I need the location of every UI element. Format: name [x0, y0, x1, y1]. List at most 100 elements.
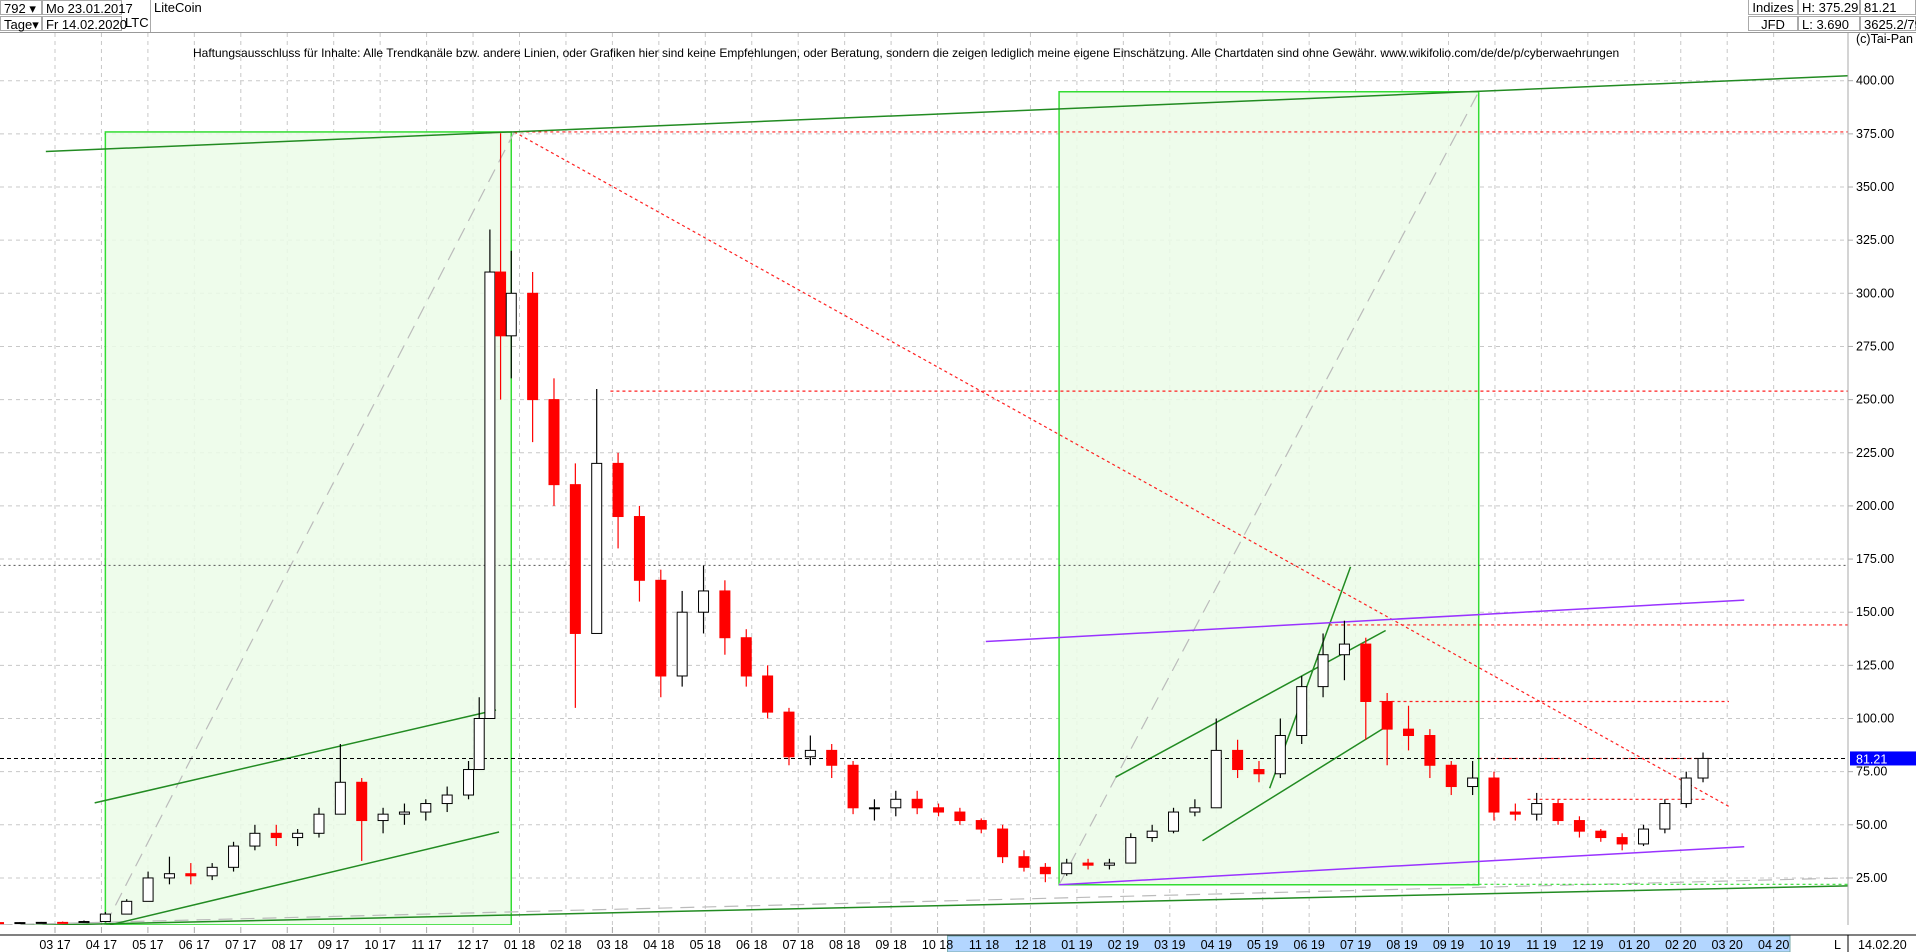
time-tick-label: 09 17 — [318, 938, 349, 952]
candle-body — [911, 798, 923, 809]
candle-body — [997, 828, 1009, 858]
candle-body — [1616, 837, 1628, 845]
candle — [1697, 752, 1709, 783]
candle-body — [420, 803, 432, 813]
time-tick-label: 12 18 — [1015, 938, 1046, 952]
candle — [1338, 620, 1350, 681]
dashed-grey-line — [104, 131, 515, 926]
candle-body — [1638, 828, 1650, 845]
chart-header: 792 ▾ Tage▾ Mo 23.01.2017 Fr 14.02.2020 … — [0, 0, 1916, 33]
candle-body — [698, 590, 710, 613]
price-axis[interactable]: 25.00 50.00 75.00 100.00 125.00 150.00 175.00 2… — [1847, 33, 1916, 925]
candle — [1146, 824, 1158, 842]
candle-body — [1403, 728, 1415, 737]
candle-body — [933, 807, 945, 813]
period-select[interactable]: Tage▾ — [0, 16, 42, 32]
candle — [997, 824, 1009, 864]
annotation-box — [104, 131, 513, 926]
start-date[interactable]: Mo 23.01.2017 — [42, 0, 133, 16]
time-tick-label: 02 20 — [1665, 938, 1696, 952]
candle — [1595, 829, 1607, 842]
time-tick-label: 02 19 — [1108, 938, 1139, 952]
candle-body — [398, 811, 410, 815]
candle — [313, 807, 325, 838]
candle — [1317, 633, 1329, 698]
candle-body — [484, 271, 496, 719]
exchange: JFD — [1748, 16, 1798, 32]
low-value: L: 3.690 — [1798, 16, 1860, 32]
disclaimer-text: Haftungsausschluss für Inhalte: Alle Tre… — [193, 46, 1620, 60]
candle — [398, 803, 410, 825]
trendline — [94, 709, 497, 804]
bar-count-select[interactable]: 792 ▾ — [0, 0, 42, 16]
time-tick-label: 02 18 — [550, 938, 581, 952]
candle-body — [890, 798, 902, 809]
candle — [14, 922, 26, 925]
candle-body — [292, 832, 304, 839]
candle — [1061, 858, 1073, 876]
candle — [206, 863, 218, 881]
candle-body — [633, 516, 645, 581]
price-axis-bg — [1848, 33, 1916, 925]
candle-body — [1445, 764, 1457, 788]
candle-body — [1125, 837, 1137, 864]
candle — [847, 761, 859, 815]
end-date[interactable]: Fr 14.02.2020 — [42, 16, 127, 32]
candle — [505, 250, 517, 379]
candle-body — [740, 637, 752, 677]
time-tick-label: 07 19 — [1340, 938, 1371, 952]
last-price-label: 81.21 — [1856, 752, 1887, 766]
candle-body — [505, 292, 517, 337]
price-tick-label: 375.00 — [1856, 127, 1894, 141]
candle-body — [0, 922, 5, 925]
candle-body — [591, 462, 603, 634]
time-tick-label: 09 18 — [875, 938, 906, 952]
candle-body — [1061, 862, 1073, 875]
time-tick-label: 12 17 — [457, 938, 488, 952]
candle-body — [377, 813, 389, 822]
candle — [1659, 799, 1671, 834]
candle — [975, 818, 987, 834]
time-tick-label: 01 19 — [1061, 938, 1092, 952]
candle — [249, 824, 261, 851]
candle-body — [975, 820, 987, 830]
time-tick-label: 12 19 — [1572, 938, 1603, 952]
time-axis[interactable]: 03 17 04 17 05 17 06 17 07 17 08 17 09 17 10 17… — [0, 925, 1916, 952]
candle-body — [473, 718, 485, 771]
candle — [719, 580, 731, 655]
candle-body — [463, 769, 475, 796]
candle — [868, 799, 880, 821]
candle-body — [719, 590, 731, 639]
high-value: H: 375.29 — [1798, 0, 1860, 15]
price-tick-label: 300.00 — [1856, 286, 1894, 300]
candle-body — [1103, 862, 1115, 866]
candle-body — [1168, 811, 1180, 832]
scale-mode-button[interactable]: L — [1834, 938, 1841, 952]
time-tick-label: 07 18 — [783, 938, 814, 952]
time-tick-label: 05 17 — [132, 938, 163, 952]
chevron-down-icon: ▾ — [29, 1, 36, 16]
candle-body — [206, 866, 218, 877]
trendline — [109, 831, 500, 926]
candle-body — [1338, 643, 1350, 656]
time-tick-label: 11 18 — [969, 938, 999, 952]
candle-body — [1680, 777, 1692, 805]
candle-body — [1697, 757, 1709, 779]
time-tick-label: 04 18 — [643, 938, 674, 952]
candle — [1403, 705, 1415, 751]
candle — [1018, 850, 1030, 872]
time-tick-label: 08 17 — [272, 938, 303, 952]
price-tick-label: 350.00 — [1856, 180, 1894, 194]
candle-body — [163, 873, 175, 879]
candle-body — [1146, 830, 1158, 839]
candle — [1552, 799, 1564, 825]
candle-body — [1317, 654, 1329, 688]
candle — [1616, 833, 1628, 851]
candle — [142, 871, 154, 902]
copyright: (c)Tai-Pan — [1856, 32, 1913, 46]
candle-body — [548, 399, 560, 486]
candle-body — [762, 675, 774, 713]
candle-body — [868, 807, 880, 810]
candle-body — [1595, 830, 1607, 839]
